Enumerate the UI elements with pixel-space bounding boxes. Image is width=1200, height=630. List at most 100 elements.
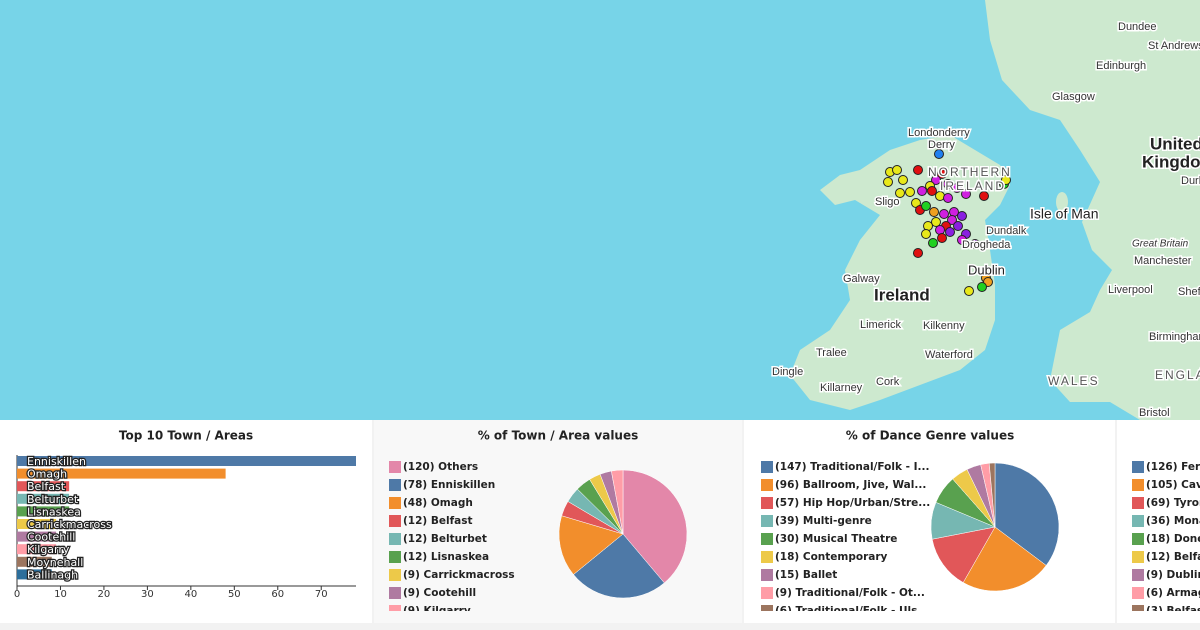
legend-swatch	[389, 533, 401, 545]
map-marker[interactable]	[913, 165, 923, 175]
map-marker[interactable]	[964, 286, 974, 296]
legend-label: (12) Belfast	[403, 515, 473, 527]
place-label: Limerick	[860, 319, 901, 331]
bar-label: Ballinagh	[27, 568, 78, 581]
legend-swatch	[1132, 479, 1144, 491]
place-label: Birmingham	[1149, 331, 1200, 343]
x-tick-label: 50	[228, 589, 241, 600]
map-marker[interactable]	[931, 175, 941, 185]
place-label: Edinburgh	[1096, 60, 1146, 72]
map-marker[interactable]	[1001, 175, 1011, 185]
legend-label: (105) Cavan	[1146, 479, 1200, 491]
map-marker[interactable]	[953, 221, 963, 231]
x-tick-label: 60	[271, 589, 284, 600]
legend-label: (18) Contemporary	[775, 551, 888, 563]
place-label: Liverpool	[1108, 284, 1153, 296]
pie-slice[interactable]	[988, 462, 996, 528]
map-markers[interactable]	[883, 149, 1011, 296]
legend-label: (9) Kilgarry	[403, 605, 471, 617]
legend-swatch	[761, 515, 773, 527]
map-marker[interactable]	[928, 238, 938, 248]
legend-label: (9) Traditional/Folk - Ot...	[775, 587, 925, 599]
place-label: Londonderry	[908, 127, 970, 139]
map-marker[interactable]	[921, 229, 931, 239]
map-marker[interactable]	[905, 187, 915, 197]
panel	[1117, 420, 1200, 623]
legend-label: (36) Monaghan	[1146, 515, 1200, 527]
bar[interactable]	[17, 531, 57, 542]
legend-swatch	[389, 497, 401, 509]
map-marker[interactable]	[957, 211, 967, 221]
place-label: Dundee	[1118, 21, 1157, 33]
place-label: Kingdom	[1142, 152, 1200, 171]
map-marker[interactable]	[961, 189, 971, 199]
bar[interactable]	[17, 569, 52, 580]
legend-label: (120) Others	[403, 461, 478, 473]
map-marker[interactable]	[939, 209, 949, 219]
map-marker[interactable]	[895, 188, 905, 198]
map-marker[interactable]	[952, 183, 962, 193]
map-marker[interactable]	[977, 282, 987, 292]
place-label: Kilkenny	[923, 320, 965, 332]
map-marker[interactable]	[931, 217, 941, 227]
bar-label: Lisnaskea	[27, 505, 81, 518]
pie-slice[interactable]	[962, 526, 1047, 592]
place-label: United	[1150, 134, 1200, 153]
pie-slice[interactable]	[622, 469, 688, 584]
place-label: Galway	[843, 273, 880, 285]
bar[interactable]	[17, 544, 57, 555]
legend-label: (9) Cootehill	[403, 587, 476, 599]
map-marker[interactable]	[934, 149, 944, 159]
map-marker[interactable]	[947, 215, 957, 225]
map-marker[interactable]	[957, 235, 967, 245]
bar[interactable]	[17, 519, 57, 529]
legend-swatch	[389, 461, 401, 473]
legend-swatch	[389, 515, 401, 527]
map-marker[interactable]	[921, 201, 931, 211]
place-label: WALES	[1048, 374, 1100, 388]
map-marker[interactable]	[927, 186, 937, 196]
map-marker[interactable]	[937, 233, 947, 243]
legend-label: (96) Ballroom, Jive, Wal...	[775, 479, 926, 491]
place-label: ENGLAND	[1155, 368, 1200, 382]
legend-swatch	[1132, 515, 1144, 527]
legend-swatch	[389, 551, 401, 563]
map-marker[interactable]	[892, 165, 902, 175]
map-marker[interactable]	[913, 248, 923, 258]
map-marker[interactable]	[929, 207, 939, 217]
chart-title: Top 10 Town / Areas	[119, 429, 253, 443]
map-marker[interactable]	[979, 191, 989, 201]
map-marker[interactable]	[883, 177, 893, 187]
pie-slice[interactable]	[573, 533, 665, 599]
legend-label: (9) Carrickmacross	[403, 569, 515, 581]
pie-slice[interactable]	[931, 526, 996, 583]
bar[interactable]	[17, 468, 226, 479]
map-marker[interactable]	[943, 179, 953, 189]
map-marker[interactable]	[917, 186, 927, 196]
legend-label: (3) Belfast...	[1146, 605, 1200, 617]
map-marker[interactable]	[945, 227, 955, 237]
map-marker[interactable]	[898, 175, 908, 185]
pie-slice[interactable]	[611, 469, 624, 535]
legend-label: (18) Donegal	[1146, 533, 1200, 545]
place-label: Isle of Man	[1030, 206, 1098, 222]
bar[interactable]	[17, 556, 52, 567]
legend-swatch	[1132, 461, 1144, 473]
map-marker[interactable]	[937, 169, 947, 179]
legend-swatch	[389, 479, 401, 491]
place-label: Cork	[876, 376, 900, 388]
legend-label: (57) Hip Hop/Urban/Stre...	[775, 497, 930, 509]
map-marker[interactable]	[943, 193, 953, 203]
pie-chart: (126) Fermanagh (105) Cavan (69) Tyrone (36…	[1132, 461, 1200, 617]
pie-slice[interactable]	[558, 515, 624, 575]
bar[interactable]	[17, 506, 70, 517]
bar[interactable]	[17, 493, 70, 504]
map-marker[interactable]	[970, 239, 980, 249]
place-label: Glasgow	[1052, 91, 1095, 103]
place-label: Dundalk	[986, 225, 1027, 237]
bar[interactable]	[17, 456, 356, 466]
bar[interactable]	[17, 481, 70, 492]
pie-slice[interactable]	[994, 462, 1060, 566]
